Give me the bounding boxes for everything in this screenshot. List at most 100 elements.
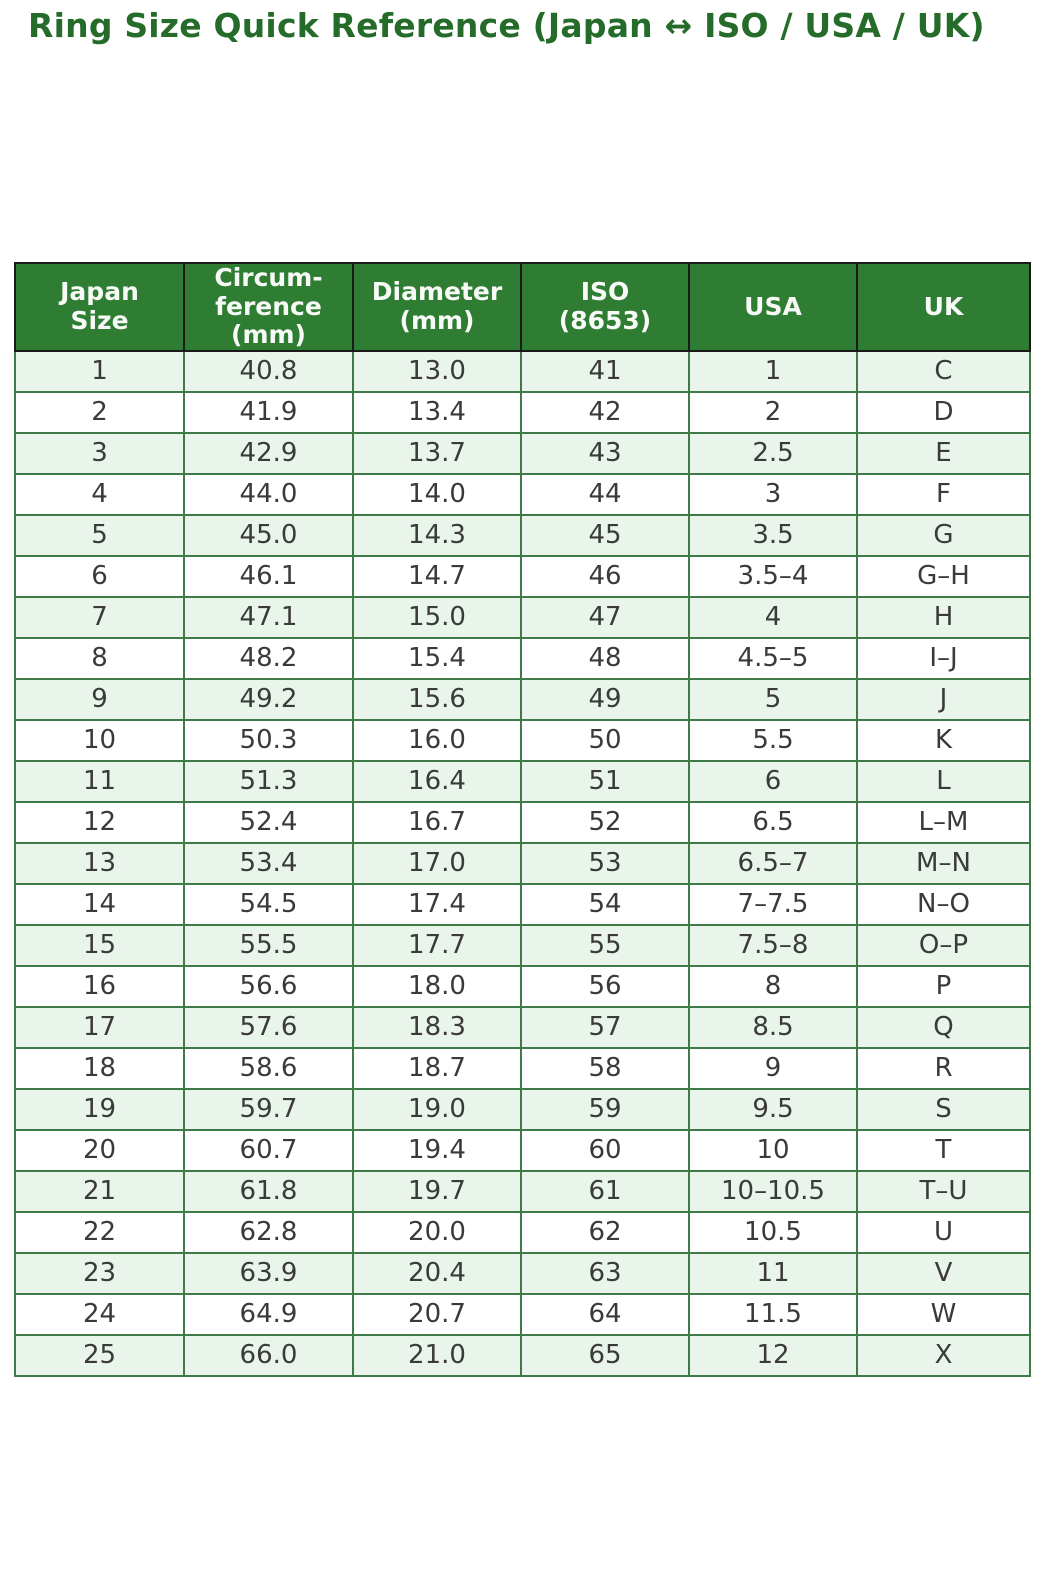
table-cell: 19.0 — [352, 1087, 522, 1131]
table-cell: 46 — [520, 554, 690, 598]
table-cell: 15 — [14, 923, 185, 967]
table-cell: 9 — [688, 1046, 858, 1090]
table-cell: N–O — [856, 882, 1031, 926]
table-cell: 9.5 — [688, 1087, 858, 1131]
table-cell: 51 — [520, 759, 690, 803]
column-header-uk: UK — [856, 262, 1031, 352]
table-cell: O–P — [856, 923, 1031, 967]
table-cell: 11 — [688, 1251, 858, 1295]
table-header: Japan Size Circum- ference (mm) Diameter… — [14, 262, 1031, 352]
table-cell: 21.0 — [352, 1333, 522, 1377]
column-header-japan-size: Japan Size — [14, 262, 185, 352]
table-cell: 3.5–4 — [688, 554, 858, 598]
table-cell: 50 — [520, 718, 690, 762]
column-header-circumference-mm: Circum- ference (mm) — [183, 262, 354, 352]
table-cell: 64 — [520, 1292, 690, 1336]
table-cell: 48 — [520, 636, 690, 680]
table-row: 13 53.4 17.0 53 6.5–7 M–N — [14, 841, 1031, 885]
table-cell: M–N — [856, 841, 1031, 885]
table-row: 8 48.2 15.4 48 4.5–5 I–J — [14, 636, 1031, 680]
table-cell: 13 — [14, 841, 185, 885]
table-cell: V — [856, 1251, 1031, 1295]
table-cell: 18.0 — [352, 964, 522, 1008]
table-cell: 15.4 — [352, 636, 522, 680]
table-cell: 49.2 — [183, 677, 354, 721]
table-cell: H — [856, 595, 1031, 639]
table-cell: 47.1 — [183, 595, 354, 639]
table-cell: 20.0 — [352, 1210, 522, 1254]
table-cell: 62 — [520, 1210, 690, 1254]
table-cell: 57.6 — [183, 1005, 354, 1049]
table-cell: F — [856, 472, 1031, 516]
table-cell: 56.6 — [183, 964, 354, 1008]
table-row: 14 54.5 17.4 54 7–7.5 N–O — [14, 882, 1031, 926]
table-row: 7 47.1 15.0 47 4 H — [14, 595, 1031, 639]
table-cell: D — [856, 390, 1031, 434]
table-cell: 14.7 — [352, 554, 522, 598]
table-cell: P — [856, 964, 1031, 1008]
table-cell: 7.5–8 — [688, 923, 858, 967]
table-cell: 8 — [688, 964, 858, 1008]
table-row: 17 57.6 18.3 57 8.5 Q — [14, 1005, 1031, 1049]
table-cell: 61.8 — [183, 1169, 354, 1213]
table-cell: 19.4 — [352, 1128, 522, 1172]
table-cell: 1 — [14, 349, 185, 393]
table-cell: 49 — [520, 677, 690, 721]
table-cell: Q — [856, 1005, 1031, 1049]
table-cell: S — [856, 1087, 1031, 1131]
table-cell: 12 — [14, 800, 185, 844]
table-row: 4 44.0 14.0 44 3 F — [14, 472, 1031, 516]
table-cell: 10.5 — [688, 1210, 858, 1254]
table-cell: 6.5–7 — [688, 841, 858, 885]
table-body: 1 40.8 13.0 41 1 C 2 41.9 13.4 42 2 D 3 42.9 13.7 43 2.5… — [14, 349, 1031, 1377]
table-cell: T–U — [856, 1169, 1031, 1213]
table-cell: 46.1 — [183, 554, 354, 598]
table-row: 22 62.8 20.0 62 10.5 U — [14, 1210, 1031, 1254]
table-cell: 3.5 — [688, 513, 858, 557]
table-row: 12 52.4 16.7 52 6.5 L–M — [14, 800, 1031, 844]
table-row: 6 46.1 14.7 46 3.5–4 G–H — [14, 554, 1031, 598]
table-cell: 41 — [520, 349, 690, 393]
table-cell: 54 — [520, 882, 690, 926]
table-cell: 55 — [520, 923, 690, 967]
table-cell: 17.7 — [352, 923, 522, 967]
table-cell: 14 — [14, 882, 185, 926]
table-cell: 18.7 — [352, 1046, 522, 1090]
table-row: 5 45.0 14.3 45 3.5 G — [14, 513, 1031, 557]
table-row: 16 56.6 18.0 56 8 P — [14, 964, 1031, 1008]
table-row: 21 61.8 19.7 61 10–10.5 T–U — [14, 1169, 1031, 1213]
table-cell: 50.3 — [183, 718, 354, 762]
table-row: 24 64.9 20.7 64 11.5 W — [14, 1292, 1031, 1336]
table-cell: I–J — [856, 636, 1031, 680]
table-cell: 9 — [14, 677, 185, 721]
table-cell: 7–7.5 — [688, 882, 858, 926]
table-cell: 54.5 — [183, 882, 354, 926]
table-cell: 16.4 — [352, 759, 522, 803]
table-row: 11 51.3 16.4 51 6 L — [14, 759, 1031, 803]
table-cell: 2 — [14, 390, 185, 434]
table-cell: 44 — [520, 472, 690, 516]
table-cell: 11 — [14, 759, 185, 803]
table-cell: 20.4 — [352, 1251, 522, 1295]
table-cell: 16 — [14, 964, 185, 1008]
ring-size-table: Japan Size Circum- ference (mm) Diameter… — [14, 262, 1031, 1377]
table-cell: G–H — [856, 554, 1031, 598]
table-cell: 60 — [520, 1128, 690, 1172]
table-cell: 11.5 — [688, 1292, 858, 1336]
table-row: 9 49.2 15.6 49 5 J — [14, 677, 1031, 721]
table-cell: 16.7 — [352, 800, 522, 844]
table-cell: 64.9 — [183, 1292, 354, 1336]
table-cell: 45.0 — [183, 513, 354, 557]
column-header-usa: USA — [688, 262, 858, 352]
table-cell: 42 — [520, 390, 690, 434]
table-cell: 47 — [520, 595, 690, 639]
table-cell: 3 — [688, 472, 858, 516]
table-cell: C — [856, 349, 1031, 393]
table-cell: 41.9 — [183, 390, 354, 434]
table-cell: 3 — [14, 431, 185, 475]
table-cell: X — [856, 1333, 1031, 1377]
table-cell: 40.8 — [183, 349, 354, 393]
table-cell: 13.7 — [352, 431, 522, 475]
table-cell: 55.5 — [183, 923, 354, 967]
